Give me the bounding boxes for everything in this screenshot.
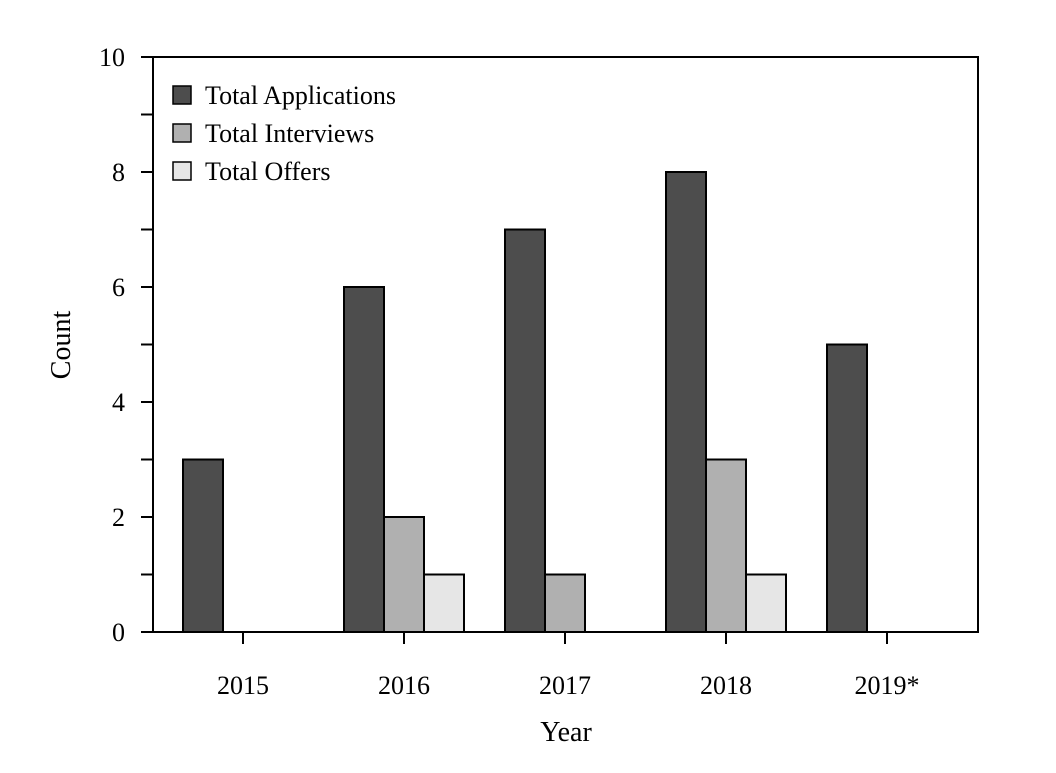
ticks-layer: 0 2 4 6 8 10 2015 2016 2017 2018 2019* (99, 43, 920, 700)
legend-swatch (172, 161, 192, 181)
x-axis-label: Year (540, 717, 592, 748)
y-tick-label: 2 (112, 503, 125, 532)
bar (504, 228, 546, 633)
legend: Total Applications Total Interviews Total … (172, 81, 396, 186)
legend-swatch (172, 85, 192, 105)
bar (423, 573, 465, 633)
bar (544, 573, 586, 633)
y-tick-label: 4 (112, 388, 125, 417)
bar (826, 343, 868, 633)
y-tick-label: 8 (112, 158, 125, 187)
x-tick-label: 2019* (855, 671, 920, 700)
bars-layer (182, 171, 868, 633)
y-tick-label: 0 (112, 618, 125, 647)
legend-label: Total Interviews (205, 119, 374, 148)
x-tick-label: 2018 (700, 671, 752, 700)
x-tick-label: 2016 (378, 671, 430, 700)
legend-label: Total Applications (205, 81, 396, 110)
bar (705, 458, 747, 633)
y-tick-label: 10 (99, 43, 125, 72)
bar (182, 458, 224, 633)
bar (665, 171, 707, 633)
y-axis-label: Count (46, 311, 77, 380)
bar (383, 516, 425, 633)
x-tick-label: 2015 (217, 671, 269, 700)
legend-label: Total Offers (205, 157, 331, 186)
bar (745, 573, 787, 633)
x-tick-label: 2017 (539, 671, 591, 700)
y-tick-label: 6 (112, 273, 125, 302)
bar (343, 286, 385, 633)
legend-swatch (172, 123, 192, 143)
